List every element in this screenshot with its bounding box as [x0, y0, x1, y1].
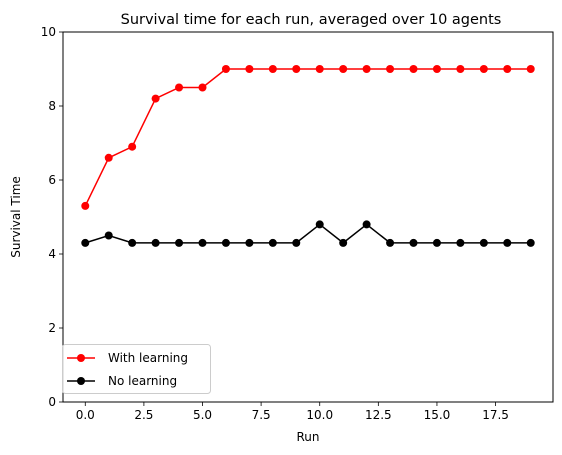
plot-area: [81, 65, 535, 247]
data-point-no-learning: [503, 238, 512, 247]
data-point-no-learning: [362, 220, 371, 229]
y-tick-label: 8: [48, 99, 56, 113]
y-tick-label: 6: [48, 173, 56, 187]
x-axis-label: Run: [296, 430, 319, 444]
data-point-with-learning: [479, 65, 488, 73]
data-point-no-learning: [81, 238, 90, 247]
legend-marker-no-learning: [77, 377, 85, 385]
data-point-with-learning: [221, 65, 230, 73]
data-point-with-learning: [503, 65, 512, 73]
data-point-no-learning: [409, 238, 418, 247]
data-point-no-learning: [245, 238, 254, 247]
plot-frame: [62, 31, 554, 403]
legend-label-no-learning: No learning: [108, 374, 177, 388]
data-point-with-learning: [175, 83, 184, 92]
data-point-with-learning: [315, 65, 324, 73]
data-point-no-learning: [151, 238, 160, 247]
data-point-with-learning: [198, 83, 207, 92]
data-point-no-learning: [479, 238, 488, 247]
y-tick-label: 0: [48, 395, 56, 409]
data-point-with-learning: [245, 65, 254, 73]
x-tick-label: 7.5: [252, 408, 271, 422]
x-tick-label: 0.0: [76, 408, 95, 422]
legend-marker-with-learning: [77, 354, 85, 362]
data-point-no-learning: [221, 238, 230, 247]
data-point-no-learning: [292, 238, 301, 247]
data-point-no-learning: [339, 238, 348, 247]
data-point-with-learning: [339, 65, 348, 73]
x-tick-label: 15.0: [424, 408, 451, 422]
data-point-no-learning: [386, 238, 395, 247]
legend-label-with-learning: With learning: [108, 351, 188, 365]
x-tick-label: 2.5: [134, 408, 153, 422]
data-point-with-learning: [268, 65, 277, 73]
data-point-with-learning: [81, 201, 90, 210]
data-point-with-learning: [526, 65, 535, 73]
legend: With learning No learning: [62, 344, 211, 394]
data-point-with-learning: [104, 153, 113, 162]
data-point-no-learning: [432, 238, 441, 247]
data-point-with-learning: [386, 65, 395, 73]
data-point-no-learning: [456, 238, 465, 247]
series-line-with-learning: [84, 68, 531, 207]
data-point-no-learning: [268, 238, 277, 247]
x-tick-label: 10.0: [306, 408, 333, 422]
y-axis: 0 2 4 6 8 10: [41, 25, 63, 409]
data-point-with-learning: [362, 65, 371, 73]
data-point-no-learning: [175, 238, 184, 247]
data-point-with-learning: [292, 65, 301, 73]
x-tick-label: 17.5: [482, 408, 509, 422]
y-tick-label: 10: [41, 25, 56, 39]
x-tick-label: 5.0: [193, 408, 212, 422]
data-point-no-learning: [526, 238, 535, 247]
legend-box: [62, 344, 211, 394]
data-point-with-learning: [409, 65, 418, 73]
data-point-no-learning: [198, 238, 207, 247]
data-point-with-learning: [432, 65, 441, 73]
data-point-no-learning: [104, 231, 113, 240]
y-axis-label: Survival Time: [9, 176, 23, 258]
data-point-no-learning: [315, 220, 324, 229]
chart-title: Survival time for each run, averaged ove…: [121, 12, 502, 28]
series-line-no-learning: [85, 223, 531, 244]
data-point-no-learning: [128, 238, 137, 247]
x-axis: 0.0 2.5 5.0 7.5 10.0 12.5 15.0 17.5: [76, 402, 509, 422]
data-point-with-learning: [128, 142, 137, 151]
y-tick-label: 2: [48, 321, 56, 335]
x-tick-label: 12.5: [365, 408, 392, 422]
data-point-with-learning: [456, 65, 465, 73]
y-tick-label: 4: [48, 247, 56, 261]
data-point-with-learning: [151, 94, 160, 103]
